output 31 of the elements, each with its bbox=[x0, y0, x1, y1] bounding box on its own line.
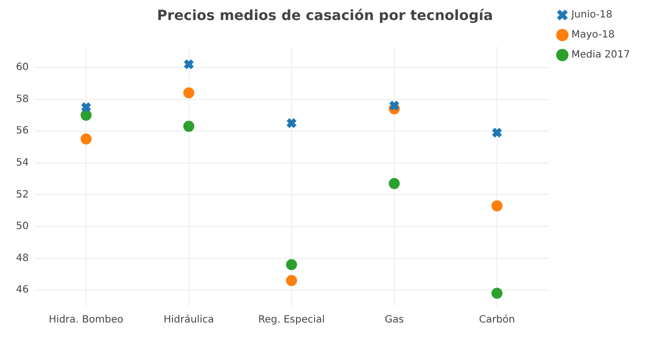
y-tick-label: 56 bbox=[16, 126, 29, 137]
chart-title: Precios medios de casación por tecnología bbox=[157, 8, 493, 24]
point bbox=[80, 102, 92, 113]
point bbox=[491, 127, 503, 138]
x-tick-label: Hidra. Bombeo bbox=[48, 314, 124, 326]
y-tick-label: 50 bbox=[16, 221, 29, 232]
point bbox=[388, 100, 400, 112]
point bbox=[388, 178, 400, 190]
x-tick-label: Reg. Especial bbox=[258, 314, 325, 326]
y-tick-label: 58 bbox=[16, 94, 29, 105]
x-tick-label: Hidráulica bbox=[164, 314, 214, 326]
y-tick-label: 52 bbox=[16, 189, 29, 200]
x-tick-label: Gas bbox=[384, 314, 404, 326]
y-tick-label: 46 bbox=[16, 284, 29, 296]
point bbox=[286, 118, 298, 129]
y-tick-label: 48 bbox=[16, 252, 29, 264]
legend-label: Junio-18 bbox=[570, 10, 612, 21]
point bbox=[183, 87, 194, 98]
point bbox=[286, 259, 298, 270]
point bbox=[183, 120, 194, 132]
legend-label: Media 2017 bbox=[571, 50, 630, 61]
y-tick-label: 60 bbox=[16, 62, 29, 74]
point bbox=[491, 200, 502, 212]
y-tick-label: 54 bbox=[16, 157, 29, 168]
point bbox=[80, 110, 92, 121]
point bbox=[286, 275, 298, 286]
legend-label: Mayo-18 bbox=[571, 30, 615, 41]
x-tick-label: Carbón bbox=[478, 314, 515, 326]
point bbox=[80, 134, 92, 145]
point bbox=[491, 288, 502, 299]
point bbox=[183, 58, 194, 70]
